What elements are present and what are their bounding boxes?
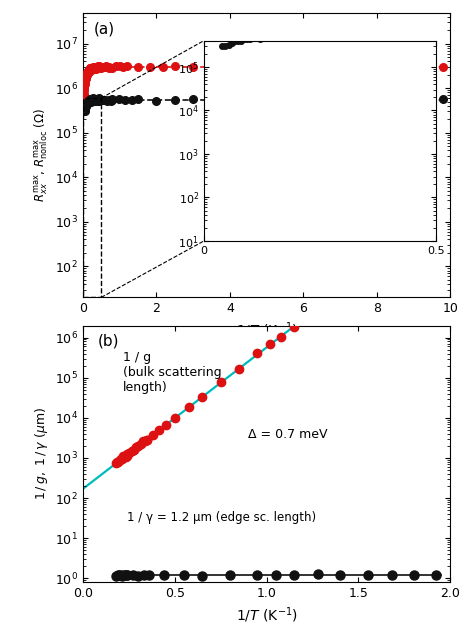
Text: (a): (a): [94, 21, 115, 36]
X-axis label: $1/T\ \rm{(K^{-1})}$: $1/T\ \rm{(K^{-1})}$: [236, 321, 298, 341]
X-axis label: $1/T\ \rm{(K^{-1})}$: $1/T\ \rm{(K^{-1})}$: [236, 605, 298, 625]
Text: (b): (b): [98, 333, 119, 348]
Y-axis label: $R_{xx}^{\rm max},\,R_{\rm nonloc}^{\rm max}\ (\Omega)$: $R_{xx}^{\rm max},\,R_{\rm nonloc}^{\rm …: [32, 108, 49, 202]
Y-axis label: $1\,/\,g,\ 1\,/\,\gamma\ (\mu{\rm m})$: $1\,/\,g,\ 1\,/\,\gamma\ (\mu{\rm m})$: [33, 408, 49, 500]
Bar: [83, 98, 101, 297]
Text: 1 / γ = 1.2 μm (edge sc. length): 1 / γ = 1.2 μm (edge sc. length): [127, 511, 316, 523]
Text: Δ = 0.7 meV: Δ = 0.7 meV: [248, 428, 328, 441]
Text: 1 / g
(bulk scattering
length): 1 / g (bulk scattering length): [123, 351, 222, 394]
